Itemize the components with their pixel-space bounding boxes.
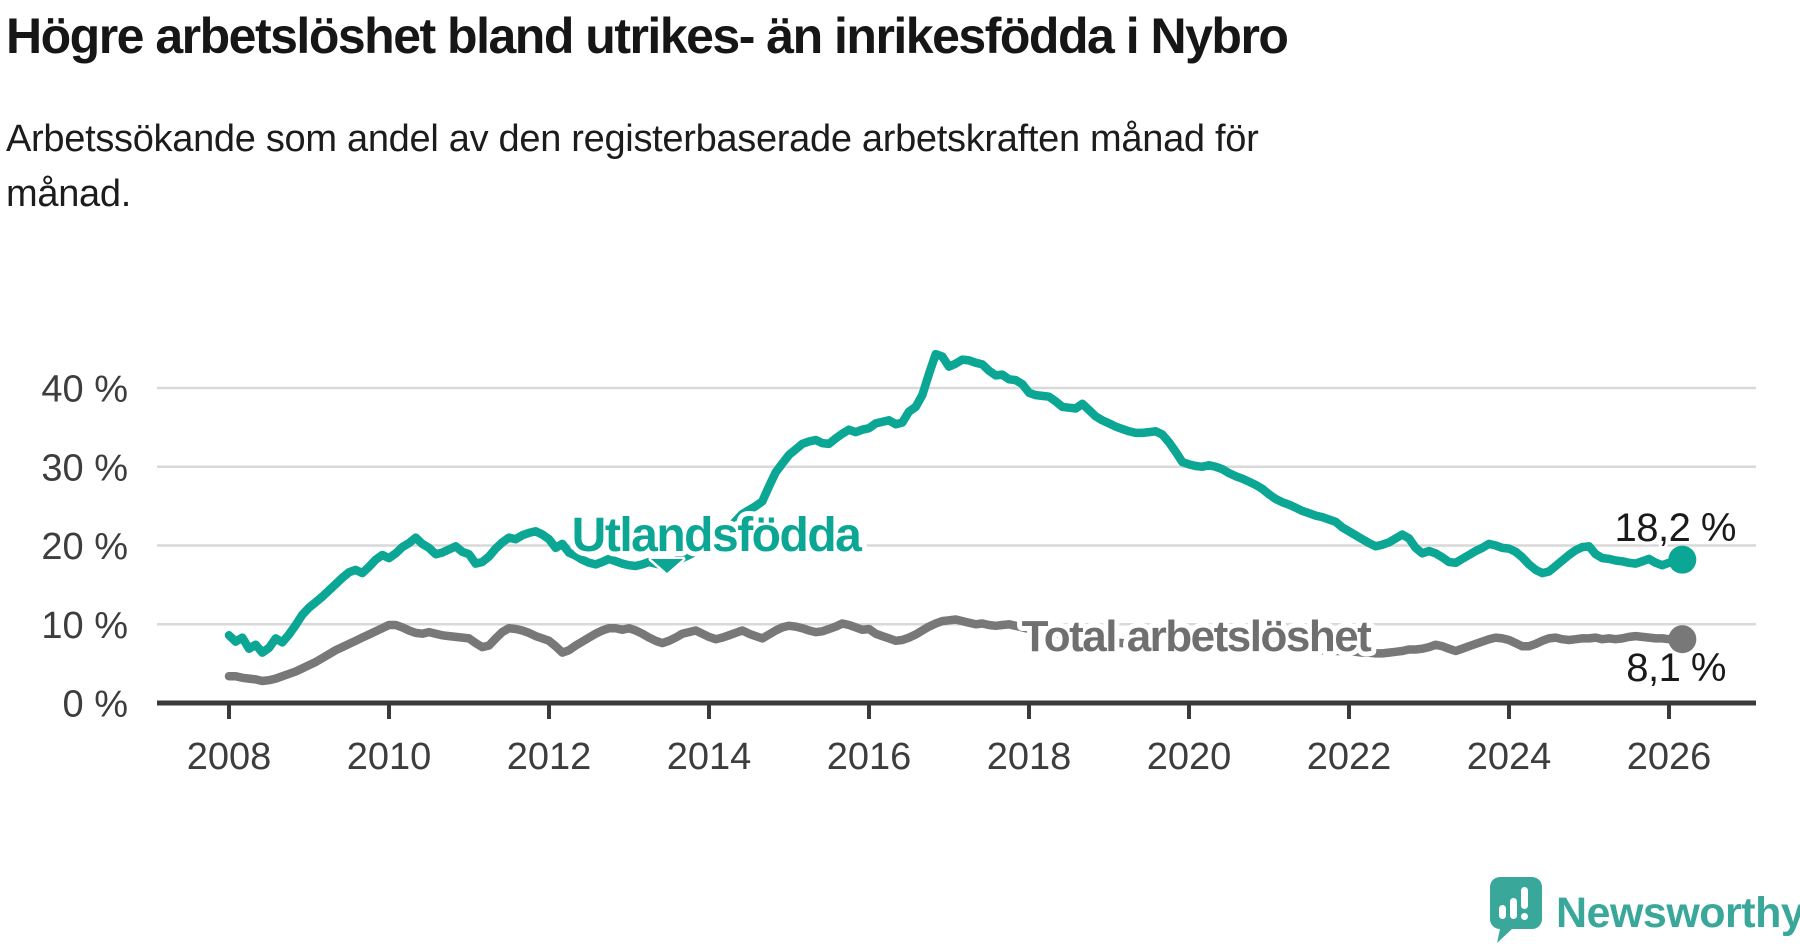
x-tick-label: 2024: [1467, 736, 1552, 778]
label-pointer-triangle-icon: [648, 556, 686, 576]
y-tick-label: 40 %: [41, 369, 128, 411]
x-tick-label: 2016: [827, 736, 912, 778]
y-tick-label: 30 %: [41, 447, 128, 489]
brand-name: Newsworthy: [1556, 889, 1800, 937]
logo-exclamation-bar-icon: [1521, 887, 1528, 909]
x-tick-label: 2020: [1147, 736, 1232, 778]
series-end-dot: [1668, 625, 1697, 654]
annotation-layer: Utlandsfödda Total arbetslöshet 18,2 % 8…: [567, 503, 1740, 693]
x-tick-label: 2018: [987, 736, 1072, 778]
newsworthy-logo-icon: [1490, 877, 1542, 943]
plot-layer: 0 % 10 % 20 % 30 % 40 % 2008 2010 2012 2014 2016 2…: [41, 349, 1756, 778]
x-tick-label: 2010: [347, 736, 432, 778]
x-tick-label: 2022: [1307, 736, 1392, 778]
logo-bar-short-icon: [1499, 905, 1506, 919]
x-tick-label: 2008: [187, 736, 272, 778]
series-line-total: [224, 615, 1687, 686]
subtitle-line-2: månad.: [6, 173, 131, 215]
logo-exclamation-dot-icon: [1521, 913, 1528, 920]
series-end-dot: [1668, 545, 1697, 574]
y-tick-label: 0 %: [63, 684, 128, 726]
series-label-utlandsfodda: Utlandsfödda: [572, 509, 862, 562]
x-tick-label: 2014: [667, 736, 752, 778]
y-tick-label: 10 %: [41, 605, 128, 647]
series-line-utlandsfodda: [224, 349, 1687, 657]
series-label-total-arbetsloshet: Total arbetslöshet: [1022, 612, 1373, 661]
page-title: Högre arbetslöshet bland utrikes- än inr…: [6, 8, 1289, 64]
x-tick-label: 2026: [1627, 736, 1712, 778]
end-value-label-total: 8,1 %: [1626, 646, 1726, 690]
end-value-label-utlandsfodda: 18,2 %: [1614, 506, 1736, 550]
chart-subtitle: Arbetssökande som andel av den registerb…: [6, 112, 1406, 222]
logo-bar-tall-icon: [1510, 898, 1517, 919]
x-tick-label: 2012: [507, 736, 592, 778]
subtitle-line-1: Arbetssökande som andel av den registerb…: [6, 118, 1259, 160]
y-tick-label: 20 %: [41, 526, 128, 568]
